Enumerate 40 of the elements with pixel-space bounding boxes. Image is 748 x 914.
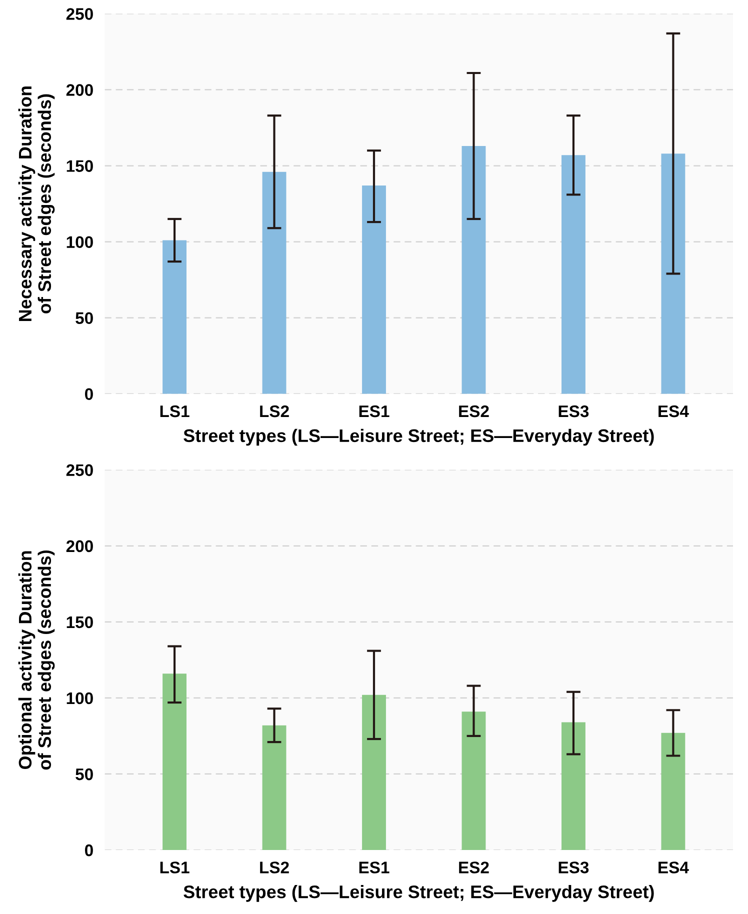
- y-tick-label: 100: [66, 236, 93, 248]
- x-tick-label: LS2: [260, 862, 289, 874]
- x-tick-label: ES2: [459, 862, 489, 874]
- y-tick-label: 250: [66, 8, 93, 20]
- y-tick-label: 100: [66, 692, 93, 704]
- x-tick-label: ES3: [558, 405, 589, 418]
- bar: [562, 155, 586, 394]
- bar: [462, 712, 486, 850]
- bar: [661, 154, 686, 394]
- y-tick-label: 250: [66, 464, 93, 476]
- x-tick-label: ES3: [558, 862, 589, 874]
- x-tick-label: ES4: [658, 862, 689, 874]
- x-tick-label: LS2: [260, 405, 289, 418]
- bar: [462, 146, 486, 394]
- x-axis-title: Street types (LS—Leisure Street; ES—Everyday Street): [184, 428, 654, 446]
- x-tick-label: ES1: [359, 405, 390, 418]
- y-axis-title: Necessary activity Duration of Street edges (seconds): [18, 86, 55, 321]
- bar: [262, 172, 286, 394]
- x-tick-label: ES2: [459, 405, 489, 418]
- bar: [661, 732, 686, 850]
- bar: [262, 725, 286, 850]
- bar: [562, 722, 586, 850]
- bar: [362, 186, 386, 394]
- y-tick-label: 0: [85, 388, 93, 400]
- bar: [162, 674, 186, 850]
- x-tick-label: ES1: [359, 862, 390, 874]
- y-tick-label: 150: [66, 160, 93, 172]
- y-tick-label: 150: [66, 616, 93, 628]
- y-tick-label: 200: [66, 540, 93, 552]
- bar: [162, 240, 186, 394]
- x-tick-label: LS1: [160, 862, 190, 874]
- bar: [362, 694, 386, 850]
- x-tick-label: LS1: [160, 405, 190, 418]
- x-axis-title: Street types (LS—Leisure Street; ES—Everyday Street): [184, 885, 654, 902]
- y-tick-label: 50: [76, 768, 93, 780]
- y-tick-label: 200: [66, 84, 93, 96]
- y-axis-title: Optional activity Duration of Street edges (seconds): [18, 550, 55, 770]
- y-tick-label: 0: [85, 844, 93, 856]
- x-tick-label: ES4: [658, 405, 689, 418]
- y-tick-label: 50: [76, 312, 93, 324]
